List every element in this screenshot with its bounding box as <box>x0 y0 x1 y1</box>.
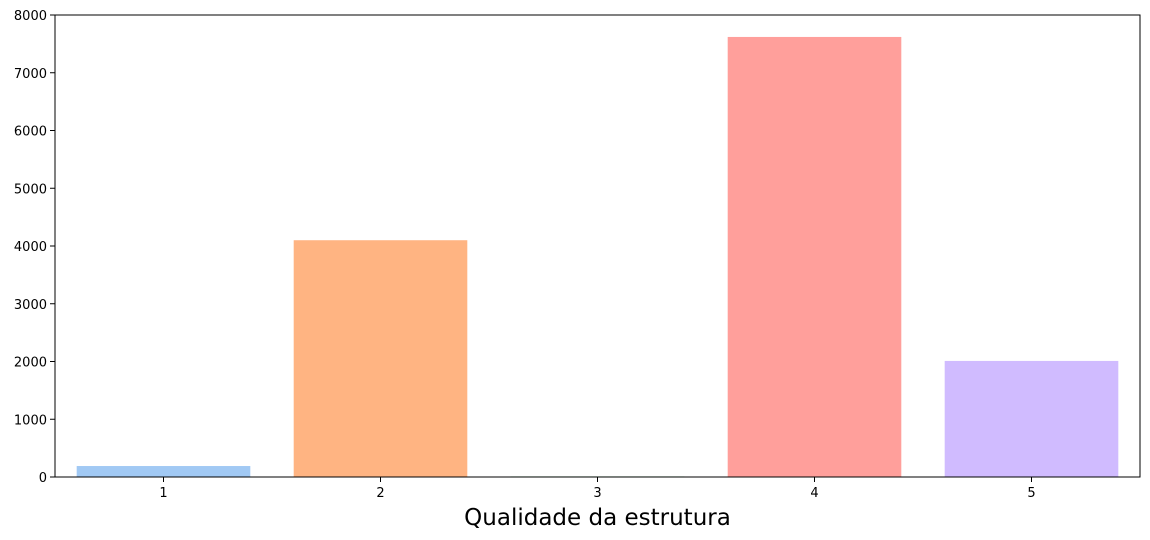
bar-2 <box>293 240 468 477</box>
x-axis: 1 2 3 4 5 <box>159 477 1036 501</box>
x-tick-label: 1 <box>159 486 167 501</box>
y-tick-label: 3000 <box>14 298 47 313</box>
bar-4 <box>727 36 902 477</box>
plot-frame <box>54 14 1141 478</box>
y-tick-label: 6000 <box>14 125 47 140</box>
y-tick-label: 0 <box>39 471 47 486</box>
bars-group <box>76 36 1119 478</box>
y-tick-label: 5000 <box>14 182 47 197</box>
x-tick-label: 3 <box>593 486 601 501</box>
bar-5 <box>944 360 1119 477</box>
y-axis: 0 1000 2000 3000 4000 5000 6000 7000 8000 <box>14 9 55 486</box>
y-tick-label: 7000 <box>14 67 47 82</box>
y-tick-label: 2000 <box>14 356 47 371</box>
x-tick-label: 2 <box>376 486 384 501</box>
y-tick-label: 1000 <box>14 413 47 428</box>
x-axis-title: Qualidade da estrutura <box>464 505 731 531</box>
y-tick-label: 4000 <box>14 240 47 255</box>
x-tick-label: 4 <box>810 486 818 501</box>
bar-1 <box>76 466 251 477</box>
x-tick-label: 5 <box>1027 486 1035 501</box>
y-tick-label: 8000 <box>14 9 47 24</box>
